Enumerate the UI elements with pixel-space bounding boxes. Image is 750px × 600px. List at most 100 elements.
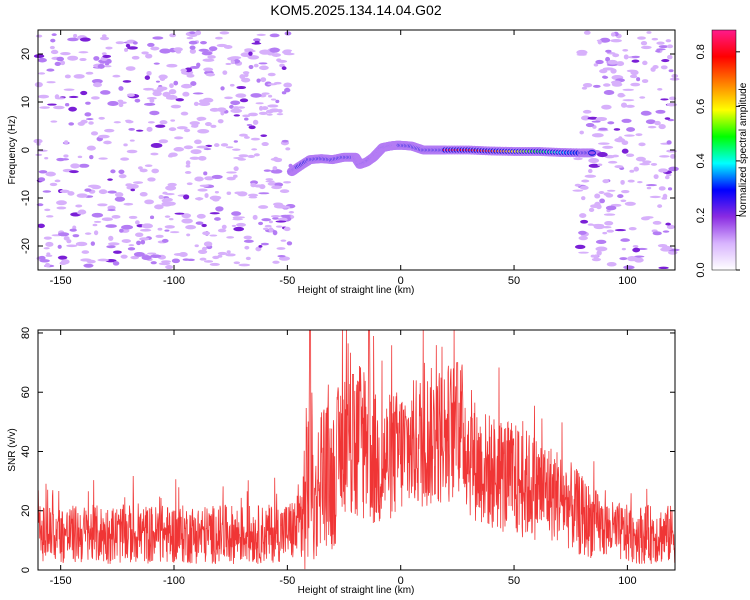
noise-blob <box>281 91 287 95</box>
heatmap-noise-layer <box>33 30 680 270</box>
noise-blob <box>236 222 247 227</box>
noise-blob <box>281 139 289 143</box>
noise-blob <box>652 220 662 225</box>
noise-blob <box>260 242 269 246</box>
noise-blob <box>93 56 100 61</box>
snr-panel: -150 -100 -50 0 50 100 0 20 40 60 80 Height of st… <box>7 327 676 596</box>
noise-blob <box>37 177 46 182</box>
noise-blob <box>650 162 658 166</box>
noise-blob <box>122 80 132 83</box>
noise-blob <box>631 59 640 63</box>
noise-blob <box>286 241 293 246</box>
noise-blob <box>165 265 174 270</box>
noise-blob <box>638 142 646 147</box>
noise-blob <box>150 143 163 149</box>
noise-blob <box>130 255 140 260</box>
noise-blob <box>189 45 196 50</box>
noise-blob <box>268 227 274 233</box>
noise-blob <box>98 157 108 160</box>
noise-blob <box>64 74 71 79</box>
noise-blob <box>194 244 199 248</box>
noise-blob <box>69 228 77 232</box>
noise-blob <box>610 80 622 85</box>
noise-blob <box>80 90 88 96</box>
noise-blob <box>222 70 228 75</box>
noise-blob <box>45 215 54 218</box>
noise-blob <box>93 82 102 88</box>
noise-blob <box>581 179 590 183</box>
noise-blob <box>54 61 61 67</box>
noise-blob <box>666 224 675 230</box>
noise-blob <box>185 160 191 166</box>
noise-blob <box>113 121 122 124</box>
noise-blob <box>234 191 243 195</box>
noise-blob <box>261 142 269 147</box>
noise-blob <box>183 194 190 200</box>
noise-blob <box>627 179 635 183</box>
noise-blob <box>37 57 47 63</box>
noise-blob <box>178 252 188 257</box>
y-tick-label: 10 <box>20 96 32 108</box>
noise-blob <box>267 83 278 86</box>
noise-blob <box>119 228 124 233</box>
noise-blob <box>189 48 197 54</box>
noise-blob <box>666 103 678 107</box>
noise-blob <box>237 158 247 161</box>
noise-blob <box>106 245 116 249</box>
noise-blob <box>63 154 69 158</box>
noise-blob <box>158 262 171 266</box>
noise-blob <box>92 223 98 227</box>
noise-blob <box>574 244 586 250</box>
noise-blob <box>578 236 588 241</box>
noise-blob <box>93 220 102 223</box>
noise-blob <box>73 74 85 79</box>
noise-blob <box>219 31 230 35</box>
noise-blob <box>132 41 138 45</box>
noise-blob <box>614 229 627 232</box>
noise-blob <box>81 250 90 254</box>
noise-blob <box>623 265 635 270</box>
noise-blob <box>217 251 228 256</box>
noise-blob <box>85 118 94 121</box>
noise-blob <box>203 171 208 176</box>
noise-blob <box>196 145 209 149</box>
noise-blob <box>49 182 58 187</box>
noise-blob <box>44 262 51 268</box>
noise-blob <box>107 205 116 211</box>
noise-blob <box>124 48 129 52</box>
noise-blob <box>45 254 53 257</box>
noise-blob <box>45 171 56 177</box>
noise-blob <box>606 229 614 233</box>
noise-blob <box>75 204 83 208</box>
noise-blob <box>667 187 673 191</box>
noise-blob <box>129 183 139 189</box>
noise-blob <box>616 61 625 67</box>
noise-blob <box>238 154 249 158</box>
noise-blob <box>57 244 62 249</box>
noise-blob <box>242 114 251 118</box>
snr-y-ticks: 0 20 40 60 80 <box>20 327 675 573</box>
noise-blob <box>169 231 180 234</box>
noise-blob <box>633 166 639 172</box>
noise-blob <box>134 98 141 103</box>
noise-blob <box>68 170 79 174</box>
noise-blob <box>605 205 617 211</box>
noise-blob <box>670 153 676 159</box>
noise-blob <box>583 30 591 35</box>
noise-blob <box>217 254 223 258</box>
noise-blob <box>128 215 138 219</box>
noise-blob <box>271 185 282 190</box>
noise-blob <box>258 245 263 248</box>
noise-blob <box>182 91 190 97</box>
noise-blob <box>197 155 207 161</box>
noise-blob <box>203 67 214 72</box>
noise-blob <box>605 193 614 198</box>
noise-blob <box>603 90 615 96</box>
noise-blob <box>579 185 589 190</box>
noise-blob <box>73 33 78 38</box>
noise-blob <box>147 252 157 255</box>
noise-blob <box>253 63 259 68</box>
noise-blob <box>223 45 233 49</box>
noise-blob <box>145 53 153 59</box>
noise-blob <box>250 93 262 98</box>
